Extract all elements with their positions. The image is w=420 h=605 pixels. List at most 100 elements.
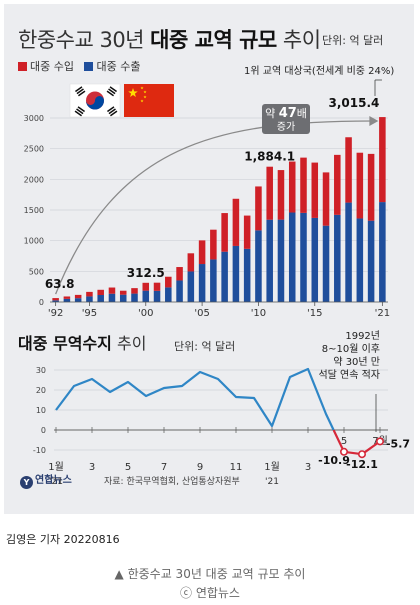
line-xtick-label: 1월 [264, 461, 280, 473]
line-ytick-label: 10 [36, 406, 46, 415]
bar-xtick-label: '05 [194, 308, 209, 319]
bar-import-2011 [266, 166, 273, 220]
line-ytick-label: 0 [41, 426, 46, 435]
bar-xtick-label: '00 [138, 308, 153, 319]
korea-flag-trigram-bar [76, 108, 84, 115]
bar-import-1998 [119, 290, 127, 295]
subtitle: 대중 무역수지 추이 [18, 334, 147, 353]
bar-import-1993 [63, 296, 71, 299]
bar-export-2019 [356, 218, 364, 302]
growth-arrow-curve [55, 120, 373, 295]
legend-label-import: 대중 수입 [30, 60, 74, 73]
bar-import-1999 [131, 288, 138, 294]
korea-flag-trigram-bar [109, 86, 117, 93]
korea-flag-trigram-bar [77, 106, 85, 113]
bar-import-2021 [379, 117, 386, 203]
korea-flag-trigram-bar [108, 88, 116, 95]
china-flag-icon [124, 84, 174, 117]
bar-export-1992 [52, 300, 59, 302]
bar-export-1993 [63, 298, 71, 302]
bar-import-2014 [300, 157, 307, 213]
source-note: 자료: 한국무역협회, 산업통상자원부 [104, 477, 240, 487]
line-xtick-sublabel: '21 [265, 477, 279, 487]
growth-badge-line1: 약 47배 [265, 106, 307, 121]
deficit-note-line: 약 30년 만 [333, 356, 380, 368]
balance-value-label: -10.9 [318, 454, 350, 467]
bar-xtick-label: '92 [48, 308, 63, 319]
bar-export-2006 [210, 259, 217, 302]
bar-ytick-label: 0 [39, 298, 44, 307]
bar-import-1994 [74, 294, 82, 299]
china-flag-small-star [143, 90, 147, 94]
bar-export-2016 [322, 225, 330, 302]
line-xtick-label: 5 [341, 436, 347, 447]
bar-import-2004 [187, 253, 195, 272]
line-xtick-label: 7 [161, 462, 167, 473]
korea-flag-trigram-bar [77, 90, 86, 97]
line-xtick-sublabel: '21 [49, 477, 63, 487]
bar-xtick-label: '21 [375, 308, 390, 319]
legend: 대중 수입 대중 수출 [18, 58, 140, 74]
legend-label-export: 대중 수출 [96, 60, 141, 73]
bar-xtick-label: '15 [307, 308, 322, 319]
bar-ytick-label: 2500 [24, 145, 44, 154]
bar-export-2001 [153, 290, 161, 302]
korea-flag-taeguk-blue [86, 96, 104, 110]
china-flag-field [124, 84, 174, 117]
china-flag-small-star [140, 99, 144, 103]
growth-arrow-head [369, 116, 379, 126]
balance-value-label: -12.1 [346, 458, 378, 471]
bar-import-1992 [52, 298, 59, 301]
line-xtick-label: 11 [230, 462, 243, 473]
bar-export-2013 [288, 212, 296, 302]
bar-export-2004 [187, 271, 195, 302]
bar-export-2018 [345, 202, 352, 302]
line-xtick-label: 3 [89, 462, 95, 473]
yonhap-logo: Y 연합뉴스 [20, 471, 72, 489]
bar-export-2021 [379, 202, 386, 302]
china-flag-big-star [128, 88, 138, 98]
bar-ytick-label: 2000 [24, 175, 44, 184]
china-flag-small-star [140, 86, 144, 90]
bar-export-2012 [277, 219, 285, 302]
line-xtick-label: 9 [197, 462, 203, 473]
balance-line-positive [55, 367, 335, 431]
bar-ytick-label: 3000 [24, 114, 44, 123]
bar-import-2005 [198, 240, 206, 265]
bar-ytick-label: 500 [29, 267, 44, 276]
balance-value-label: -5.7 [386, 437, 410, 450]
bar-export-2005 [198, 264, 206, 302]
image-caption: ▲ 한중수교 30년 대중 교역 규모 추이 [114, 567, 306, 581]
line-ytick-label: 30 [36, 366, 46, 375]
bar-import-2009 [243, 215, 251, 249]
bar-import-2018 [345, 137, 352, 203]
bar-import-2020 [367, 153, 375, 221]
bar-export-2010 [255, 230, 262, 302]
bar-value-label: 1,884.1 [244, 150, 295, 164]
legend-swatch-export [84, 62, 94, 71]
deficit-note-line: 8~10월 이후 [322, 343, 380, 355]
bar-value-label: 3,015.4 [328, 96, 379, 110]
logo-icon: Y [20, 476, 33, 489]
legend-swatch-import [18, 62, 27, 71]
bar-value-label: 312.5 [127, 266, 165, 280]
bar-export-1998 [119, 294, 127, 302]
bar-import-2003 [176, 267, 183, 281]
deficit-note-line: 석달 연속 적자 [318, 369, 380, 381]
bar-ytick-label: 1000 [24, 237, 44, 246]
bar-import-2008 [232, 198, 240, 246]
bar-import-2002 [165, 276, 172, 288]
bar-import-2017 [334, 154, 341, 215]
bar-import-2010 [255, 186, 262, 231]
balance-point-2022-05 [339, 447, 348, 456]
line-xtick-label: 3 [305, 462, 311, 473]
bar-import-2000 [142, 282, 150, 291]
bar-import-1995 [86, 291, 93, 297]
reporter-credit: 김영은 기자 20220816 [6, 533, 120, 546]
line-xtick-label: 5 [125, 462, 131, 473]
bar-export-1999 [131, 293, 138, 302]
bar-export-1997 [108, 293, 116, 302]
bar-import-2015 [311, 162, 319, 218]
bar-value-label: 63.8 [45, 277, 75, 291]
